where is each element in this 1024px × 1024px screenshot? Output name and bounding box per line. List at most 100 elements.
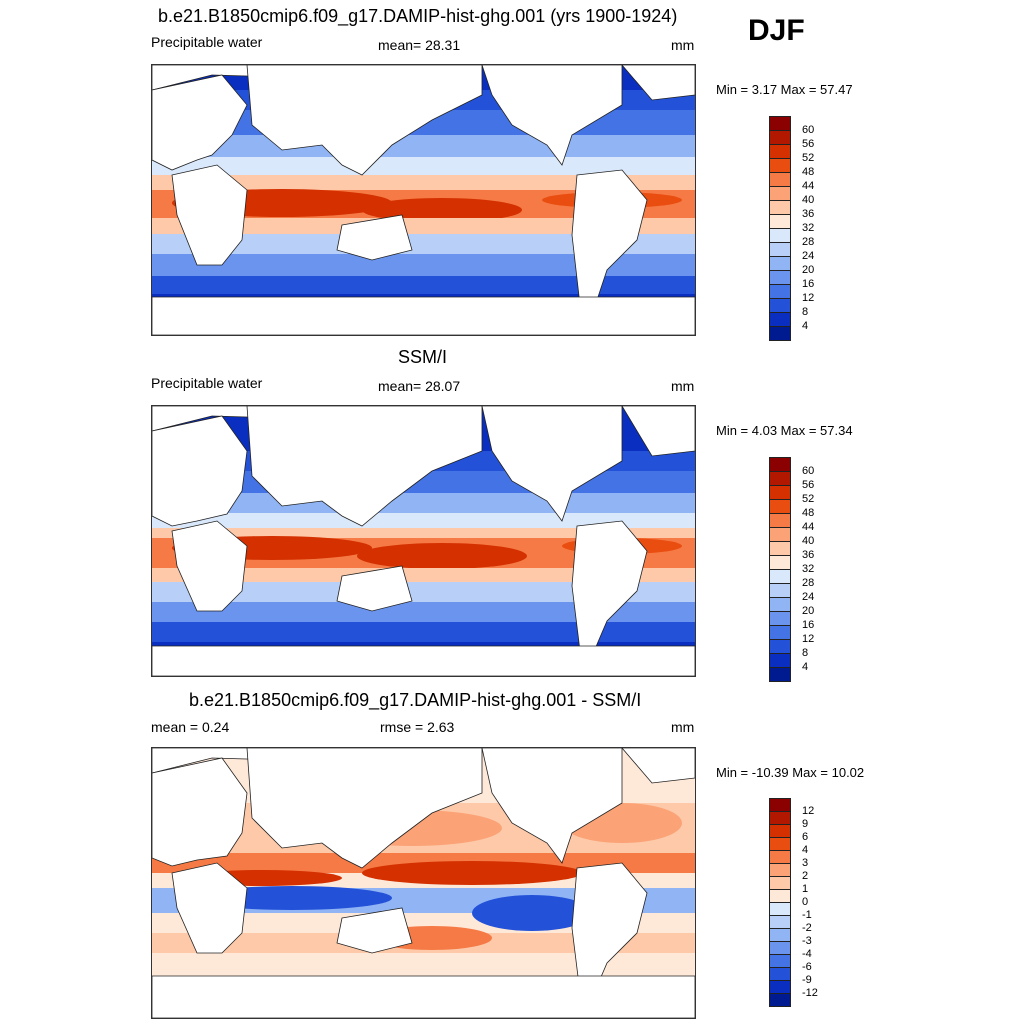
colorbar-label: 52 [802, 493, 815, 505]
colorbar-swatch [769, 312, 791, 327]
panel-mean-label: mean= 28.07 [378, 378, 461, 394]
colorbar-swatch [769, 915, 791, 929]
colorbar-label: 1 [802, 883, 809, 895]
colorbar-swatch [769, 485, 791, 500]
colorbar-label: 48 [802, 166, 815, 178]
colorbar-swatch [769, 993, 791, 1007]
colorbar-swatch [769, 639, 791, 654]
colorbar-swatch [769, 876, 791, 890]
panel-variable-label: Precipitable water [151, 375, 263, 391]
colorbar-swatch [769, 284, 791, 299]
colorbar-label: 4 [802, 661, 809, 673]
colorbar-label: -3 [802, 935, 812, 947]
colorbar-label: 16 [802, 619, 815, 631]
land-layer [152, 748, 695, 1018]
panel-minmax-label: Min = 3.17 Max = 57.47 [716, 82, 853, 97]
panel-title-diff: b.e21.B1850cmip6.f09_g17.DAMIP-hist-ghg.… [189, 690, 642, 710]
colorbar-swatch [769, 653, 791, 668]
panel-units-label: mm [671, 719, 695, 735]
colorbar-swatch [769, 256, 791, 271]
colorbar-swatch [769, 597, 791, 612]
colorbar-label: 4 [802, 844, 809, 856]
colorbar-label: 8 [802, 306, 809, 318]
colorbar-swatch [769, 555, 791, 570]
colorbar-label: 60 [802, 124, 815, 136]
colorbar-label: -9 [802, 974, 812, 986]
colorbar-label: 60 [802, 465, 815, 477]
colorbar-swatch [769, 863, 791, 877]
land-layer [152, 406, 695, 676]
colorbar-label: 4 [802, 320, 809, 332]
colorbar-swatch [769, 471, 791, 486]
colorbar-label: 2 [802, 870, 809, 882]
colorbar-swatch [769, 499, 791, 514]
colorbar-swatch [769, 116, 791, 131]
colorbar-swatch [769, 144, 791, 159]
colorbar-swatch [769, 513, 791, 528]
colorbar-swatch [769, 837, 791, 851]
colorbar-label: 24 [802, 591, 815, 603]
colorbar-swatch [769, 980, 791, 994]
colorbar-label: 3 [802, 857, 809, 869]
colorbar-label: -12 [802, 987, 818, 999]
panel-units-label: mm [671, 37, 695, 53]
colorbar-swatch [769, 583, 791, 598]
colorbar-swatch [769, 228, 791, 243]
panel-mean-label: mean= 28.31 [378, 37, 461, 53]
colorbar-label: -1 [802, 909, 812, 921]
colorbar-label: 8 [802, 647, 809, 659]
land-layer [152, 65, 695, 335]
colorbar-swatch [769, 158, 791, 173]
colorbar-label: 9 [802, 818, 809, 830]
colorbar-swatch [769, 541, 791, 556]
colorbar-swatch [769, 130, 791, 145]
colorbar-swatch [769, 298, 791, 313]
colorbar-label: -4 [802, 948, 812, 960]
panel-title-obs: SSM/I [398, 347, 448, 367]
colorbar-label: 28 [802, 577, 815, 589]
colorbar-swatch [769, 200, 791, 215]
colorbar-label: 44 [802, 521, 815, 533]
colorbar-label: 28 [802, 236, 815, 248]
colorbar-swatch [769, 967, 791, 981]
colorbar-label: 52 [802, 152, 815, 164]
colorbar-swatch [769, 326, 791, 341]
colorbar-label: 32 [802, 222, 815, 234]
colorbar-swatch [769, 941, 791, 955]
season-label: DJF [748, 14, 805, 47]
colorbar-swatch [769, 902, 791, 916]
colorbar-swatch [769, 270, 791, 285]
colorbar-label: -6 [802, 961, 812, 973]
colorbar-swatch [769, 611, 791, 626]
panel-minmax-label: Min = -10.39 Max = 10.02 [716, 765, 865, 780]
colorbar-swatch [769, 242, 791, 257]
panel-variable-label: Precipitable water [151, 34, 263, 50]
colorbar-label: 40 [802, 535, 815, 547]
colorbar-label: 32 [802, 563, 815, 575]
colorbar-swatch [769, 457, 791, 472]
colorbar-swatch [769, 214, 791, 229]
colorbar-label: 16 [802, 278, 815, 290]
panel-mean-label: mean = 0.24 [151, 719, 230, 735]
colorbar-label: 24 [802, 250, 815, 262]
colorbar-swatch [769, 798, 791, 812]
panel-minmax-label: Min = 4.03 Max = 57.34 [716, 423, 853, 438]
colorbar-swatch [769, 811, 791, 825]
colorbar-swatch [769, 667, 791, 682]
colorbar-label: -2 [802, 922, 812, 934]
colorbar-label: 40 [802, 194, 815, 206]
colorbar-swatch [769, 824, 791, 838]
colorbar-swatch [769, 569, 791, 584]
colorbar-label: 12 [802, 805, 815, 817]
colorbar-label: 44 [802, 180, 815, 192]
colorbar-label: 36 [802, 549, 815, 561]
colorbar-label: 56 [802, 138, 815, 150]
map-model-precipitable-water [151, 64, 696, 336]
colorbar-swatch [769, 889, 791, 903]
panel-rmse-label: rmse = 2.63 [380, 719, 455, 735]
colorbar-label: 48 [802, 507, 815, 519]
colorbar-label: 20 [802, 605, 815, 617]
map-obs-precipitable-water [151, 405, 696, 677]
colorbar-label: 12 [802, 292, 815, 304]
colorbar-label: 0 [802, 896, 809, 908]
